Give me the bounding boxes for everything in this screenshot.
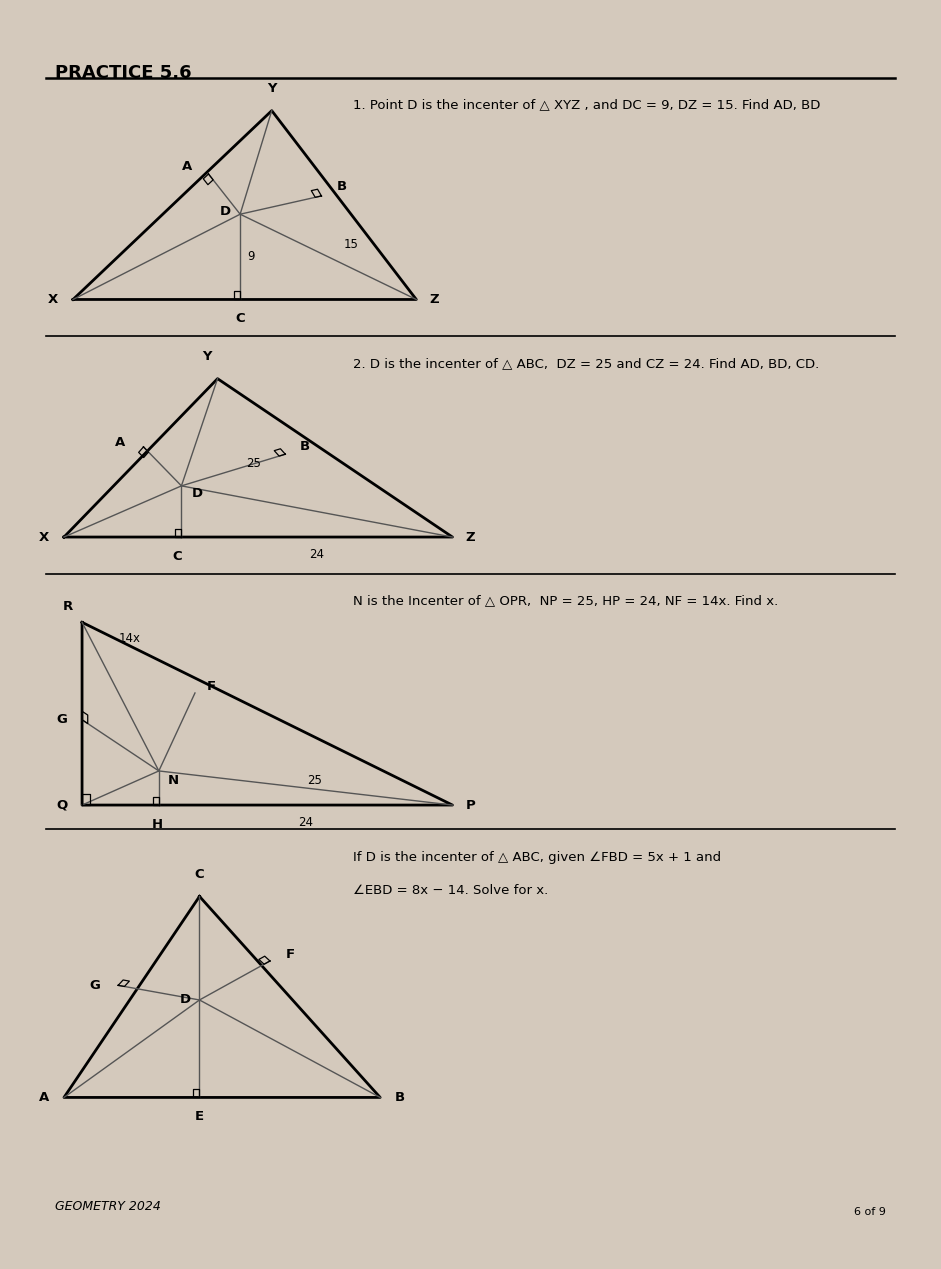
- Text: GEOMETRY 2024: GEOMETRY 2024: [55, 1200, 161, 1213]
- Text: A: A: [115, 435, 125, 448]
- Text: C: C: [172, 549, 182, 563]
- Text: N: N: [167, 774, 179, 787]
- Text: B: B: [336, 180, 346, 193]
- Text: 6 of 9: 6 of 9: [854, 1207, 886, 1217]
- Text: X: X: [48, 293, 58, 306]
- Text: G: G: [56, 713, 68, 726]
- Text: Q: Q: [56, 798, 68, 812]
- Text: 1. Point D is the incenter of △ XYZ , and DC = 9, DZ = 15. Find AD, BD: 1. Point D is the incenter of △ XYZ , an…: [353, 99, 821, 112]
- Text: 9: 9: [247, 250, 255, 264]
- Text: B: B: [395, 1091, 405, 1104]
- Text: F: F: [207, 680, 215, 693]
- Text: Z: Z: [466, 530, 475, 543]
- Text: Z: Z: [429, 293, 439, 306]
- Text: ∠EBD = 8x − 14. Solve for x.: ∠EBD = 8x − 14. Solve for x.: [353, 884, 549, 897]
- Text: E: E: [195, 1110, 204, 1123]
- Text: A: A: [39, 1091, 49, 1104]
- Text: H: H: [152, 819, 163, 831]
- Text: X: X: [39, 530, 49, 543]
- Text: If D is the incenter of △ ABC, given ∠FBD = 5x + 1 and: If D is the incenter of △ ABC, given ∠FB…: [353, 851, 721, 864]
- Text: 24: 24: [298, 816, 313, 829]
- Text: A: A: [182, 160, 192, 173]
- Text: C: C: [235, 312, 245, 325]
- Text: N is the Incenter of △ OPR,  NP = 25, HP = 24, NF = 14x. Find x.: N is the Incenter of △ OPR, NP = 25, HP …: [353, 594, 778, 608]
- Text: D: D: [192, 487, 203, 500]
- Text: F: F: [285, 948, 295, 962]
- Text: 14x: 14x: [119, 632, 140, 645]
- Text: D: D: [180, 994, 191, 1006]
- Text: C: C: [195, 868, 204, 881]
- Text: Y: Y: [202, 350, 212, 363]
- Text: 24: 24: [310, 548, 325, 561]
- Text: 2. D is the incenter of △ ABC,  DZ = 25 and CZ = 24. Find AD, BD, CD.: 2. D is the incenter of △ ABC, DZ = 25 a…: [353, 357, 820, 369]
- Text: P: P: [466, 798, 475, 812]
- Text: PRACTICE 5.6: PRACTICE 5.6: [55, 65, 192, 82]
- Text: B: B: [300, 440, 311, 453]
- Text: 25: 25: [307, 774, 322, 787]
- Text: G: G: [89, 978, 100, 992]
- Text: R: R: [62, 600, 72, 613]
- Text: 25: 25: [246, 457, 261, 471]
- Text: 15: 15: [343, 239, 359, 251]
- Text: Y: Y: [267, 82, 277, 95]
- Text: D: D: [220, 206, 231, 218]
